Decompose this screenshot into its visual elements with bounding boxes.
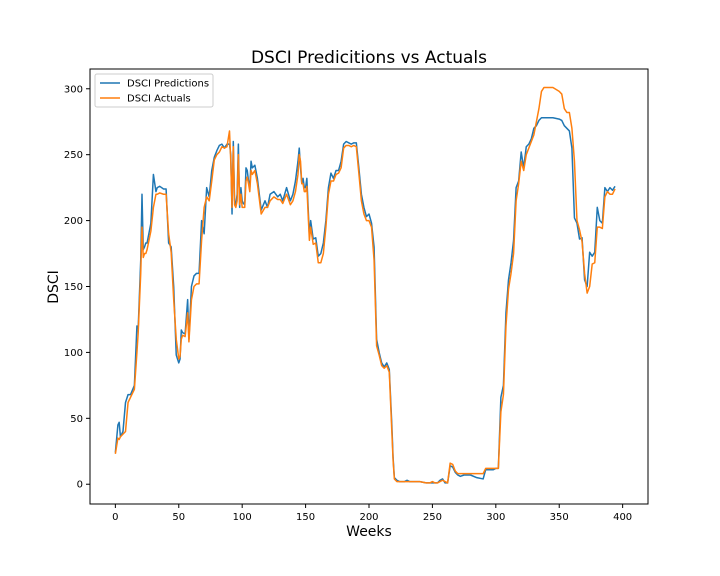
x-tick-label: 100 [233, 512, 252, 523]
x-tick-label: 300 [486, 512, 505, 523]
plot-area [89, 68, 649, 505]
y-axis-title: DSCI [46, 270, 62, 304]
y-tick-label: 100 [64, 348, 83, 359]
y-axis: 0 50 100 150 200 250 300 [64, 84, 90, 491]
x-tick-label: 250 [423, 512, 442, 523]
x-tick-label: 400 [613, 512, 632, 523]
x-axis: 0 50 100 150 200 250 300 350 400 [112, 504, 632, 523]
y-tick-label: 250 [64, 150, 83, 161]
legend-box [94, 73, 214, 108]
series-line-actuals [114, 86, 616, 484]
legend: DSCI Predictions DSCI Actuals [94, 73, 214, 108]
y-tick-label: 0 [77, 480, 83, 491]
legend-label: DSCI Predictions [127, 79, 209, 90]
x-tick-label: 200 [359, 512, 378, 523]
y-tick-label: 150 [64, 282, 83, 293]
y-tick-label: 50 [70, 414, 83, 425]
chart-title: DSCI Predicitions vs Actuals [251, 48, 487, 68]
x-tick-label: 150 [296, 512, 315, 523]
x-tick-label: 0 [112, 512, 118, 523]
x-axis-title: Weeks [346, 524, 392, 540]
x-tick-label: 350 [550, 512, 569, 523]
y-tick-label: 200 [64, 216, 83, 227]
y-tick-label: 300 [64, 84, 83, 95]
series-layer [114, 86, 616, 484]
x-tick-label: 50 [172, 512, 185, 523]
legend-label: DSCI Actuals [127, 94, 191, 105]
plot-background [90, 69, 648, 504]
